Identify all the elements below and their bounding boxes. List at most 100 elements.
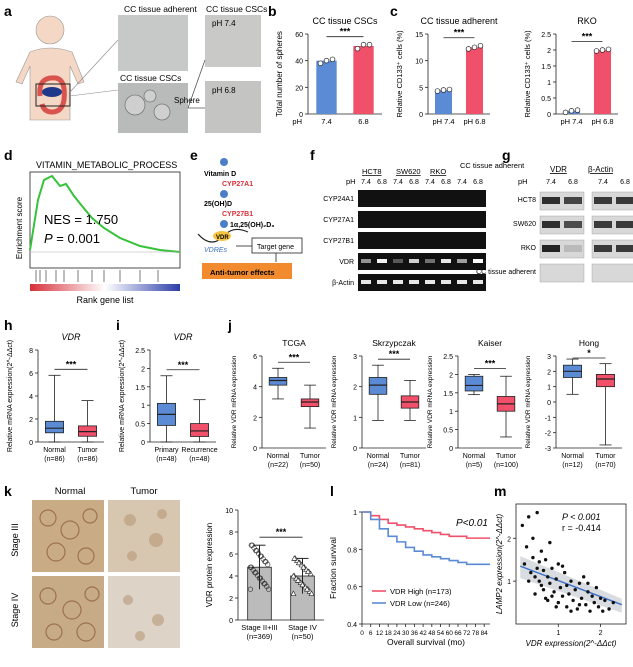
c2-ytick-label-2: 1 (547, 80, 551, 87)
m-xtick-label-1: 2 (599, 630, 603, 637)
gsea-p-value: = 0.001 (53, 231, 100, 246)
m-point-53 (546, 598, 550, 603)
chart-j2: 0 1 2 3 Relative VDR mRNA expression Skrzypcz… (331, 338, 426, 469)
panel-letter-j: j (227, 317, 232, 333)
j1-ytick-label-3: 6 (253, 354, 257, 361)
c2-xcat-0: pH 7.4 (560, 117, 582, 126)
c1-title: CC tissue adherent (420, 16, 498, 26)
k-xcat-1: Stage IV (288, 623, 317, 632)
k-xn-0: (n=369) (246, 632, 273, 641)
wb-band-1-3 (616, 221, 633, 228)
l-xtick-label-13: 78 (472, 630, 480, 637)
chart-c1: 0 5 10 15 Relative CD133⁺ cells (%) CC tissue… (395, 16, 498, 126)
c2-point-1-2 (605, 46, 612, 53)
wb-block-1-1 (591, 215, 633, 235)
j4-ytick-label-2: -1 (545, 415, 551, 422)
m-point-6 (531, 536, 535, 540)
j1-title: TCGA (282, 338, 306, 348)
gel-band-4-0 (361, 280, 371, 284)
gel-ph-value-2: 7.4 (393, 179, 403, 186)
j3-xcat-1: Tumor (496, 453, 517, 460)
m-point-39 (586, 590, 590, 594)
c2-bar-1 (593, 50, 612, 114)
b-point-0-0 (317, 60, 324, 67)
m-xtick-label-0: 1 (556, 630, 560, 637)
j4-ytick-label-5: 2 (547, 369, 551, 376)
gsea-hits (35, 270, 159, 282)
j1-box-1 (300, 398, 320, 407)
h-title: VDR (61, 332, 81, 342)
node-vitd: Vitamin D (204, 171, 236, 178)
b-ytick-label-0: 0 (299, 112, 303, 119)
m-point-54 (550, 594, 554, 598)
m-point-0 (520, 523, 525, 528)
gel-band-3-5 (441, 259, 451, 263)
wb-band-2-2 (594, 245, 612, 252)
l-series-1 (362, 511, 490, 566)
gel-band-3-3 (409, 259, 419, 263)
k-sample-0-17 (265, 586, 272, 592)
gel-band-4-7 (473, 280, 483, 284)
k-sample-1-18 (304, 586, 311, 592)
j2-xcat-1: Tumor (400, 453, 421, 460)
gel-band-4-3 (409, 280, 419, 284)
m-point-26 (560, 594, 565, 598)
i-ytick-label-0: 0 (141, 440, 145, 447)
k-sample-0-25 (248, 542, 254, 548)
k-sample-1-23 (300, 564, 307, 570)
b-ytick-label-3: 60 (295, 32, 303, 39)
wb-row-label-2: RKO (521, 245, 537, 252)
m-point-7 (531, 555, 535, 560)
gel-gene-label-3: VDR (339, 259, 354, 266)
gel-ph-value-1: 6.8 (377, 179, 387, 186)
l-xtick-label-14: 84 (481, 630, 489, 637)
b-ytick-label-1: 20 (295, 85, 303, 92)
m-fit-line (519, 565, 623, 606)
wb-ph-value-3: 6.8 (620, 179, 630, 186)
j1-ytick-label-0: 0 (253, 446, 257, 453)
chart-j4: -3 -2 -1 0 1 2 3 Relative VDR mRNA expression Ho… (525, 338, 622, 469)
wb-block-3-1 (591, 263, 633, 283)
k-sample-0-19 (256, 575, 263, 581)
j1-ytick-label-1: 2 (253, 415, 257, 422)
j2-ytick-label-1: 1 (353, 415, 357, 422)
gel-lane-bg-2 (358, 232, 486, 249)
h-ylabel: Relative mRNA expression(2^-ΔΔct) (7, 340, 14, 452)
panel-g: g VDR β-Actin pH 7.4 6.8 7.4 6.8 HCT8 SW620 R… (476, 147, 633, 283)
c1-point-0-1 (440, 87, 447, 93)
label-ph74: pH 7.4 (212, 19, 236, 28)
h-ytick-label-4: 8 (29, 348, 33, 355)
m-point-56 (560, 564, 565, 568)
k-ytick-label-4: 8 (229, 530, 233, 537)
j2-ytick-label-2: 2 (353, 385, 357, 392)
j4-title: Hong (579, 338, 600, 348)
gel-cell-sw620: SW620 (396, 167, 421, 176)
m-point-1 (522, 562, 527, 566)
wb-ph-value-1: 6.8 (568, 179, 578, 186)
b-bar-1 (353, 46, 374, 114)
c2-ytick-label-4: 2 (547, 48, 551, 55)
wb-block-2-1 (591, 239, 633, 259)
h-box-0 (45, 420, 64, 434)
b-bar-0 (316, 60, 337, 114)
j4-xcat-0: Normal (561, 453, 584, 460)
m-point-14 (541, 568, 546, 573)
wb-rows: HCT8 SW620 RKO CC tissue adherent (476, 191, 633, 283)
chart-i: 0 0.5 1 1.5 2 2.5 Relative mRNA expression(2^-… (119, 332, 218, 463)
k-sample-1-22 (304, 568, 311, 574)
m-point-2 (524, 545, 529, 549)
l-ytick-label-1: 0.6 (347, 585, 357, 592)
gel-lane-bg-4 (358, 274, 486, 291)
j3-ytick-label-3: 1.5 (443, 391, 453, 398)
m-stats-r: r = -0.414 (562, 523, 601, 533)
chart-j3: 0 0.5 1 1.5 2 2.5 Relative VDR mRNA expression… (427, 338, 522, 469)
ihc-tumor-stage3 (108, 500, 180, 572)
wb-band-1-0 (542, 221, 560, 228)
gel-lane-bg-0 (358, 190, 486, 207)
c2-ytick-label-3: 1.5 (541, 64, 551, 71)
h-xcat-1: Tumor (78, 447, 99, 454)
c2-point-1-1 (599, 47, 606, 53)
m-point-19 (548, 540, 552, 545)
j3-ytick-label-1: 0.5 (443, 428, 453, 435)
wb-band-0-0 (542, 197, 560, 204)
